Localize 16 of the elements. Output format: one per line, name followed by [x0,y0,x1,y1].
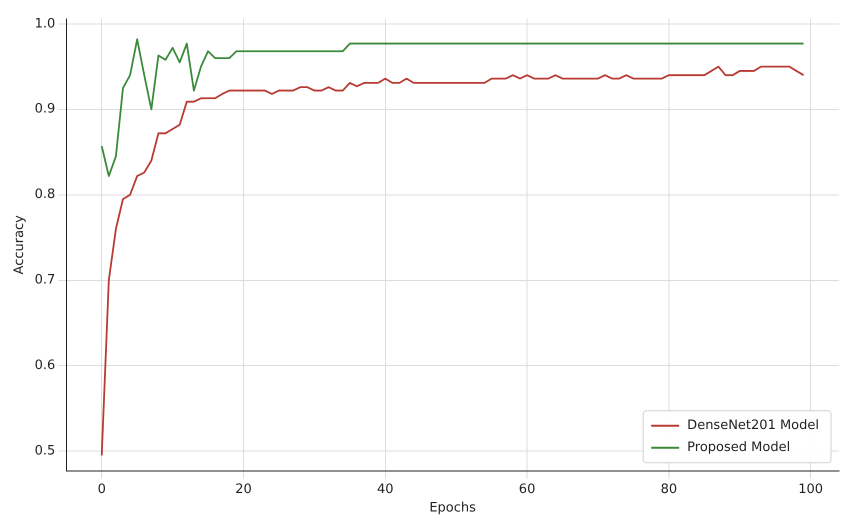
x-tick-label: 0 [98,482,106,497]
y-tick-label: 0.5 [34,444,56,459]
legend-label: DenseNet201 Model [687,418,820,434]
y-axis-title: Accuracy [12,214,28,274]
y-tick-label: 0.8 [34,187,56,202]
y-tick-label: 0.9 [34,102,56,117]
x-axis-title: Epochs [429,500,476,516]
y-tick-label: 1.0 [34,16,56,32]
x-tick-label: 80 [660,482,678,497]
x-tick-label: 60 [518,482,536,497]
legend-label: Proposed Model [687,440,790,456]
x-tick-label: 100 [798,482,824,497]
y-tick-label: 0.7 [34,272,56,288]
y-tick-label: 0.6 [34,358,56,374]
x-tick-label: 20 [235,482,252,497]
x-tick-label: 40 [377,482,394,497]
